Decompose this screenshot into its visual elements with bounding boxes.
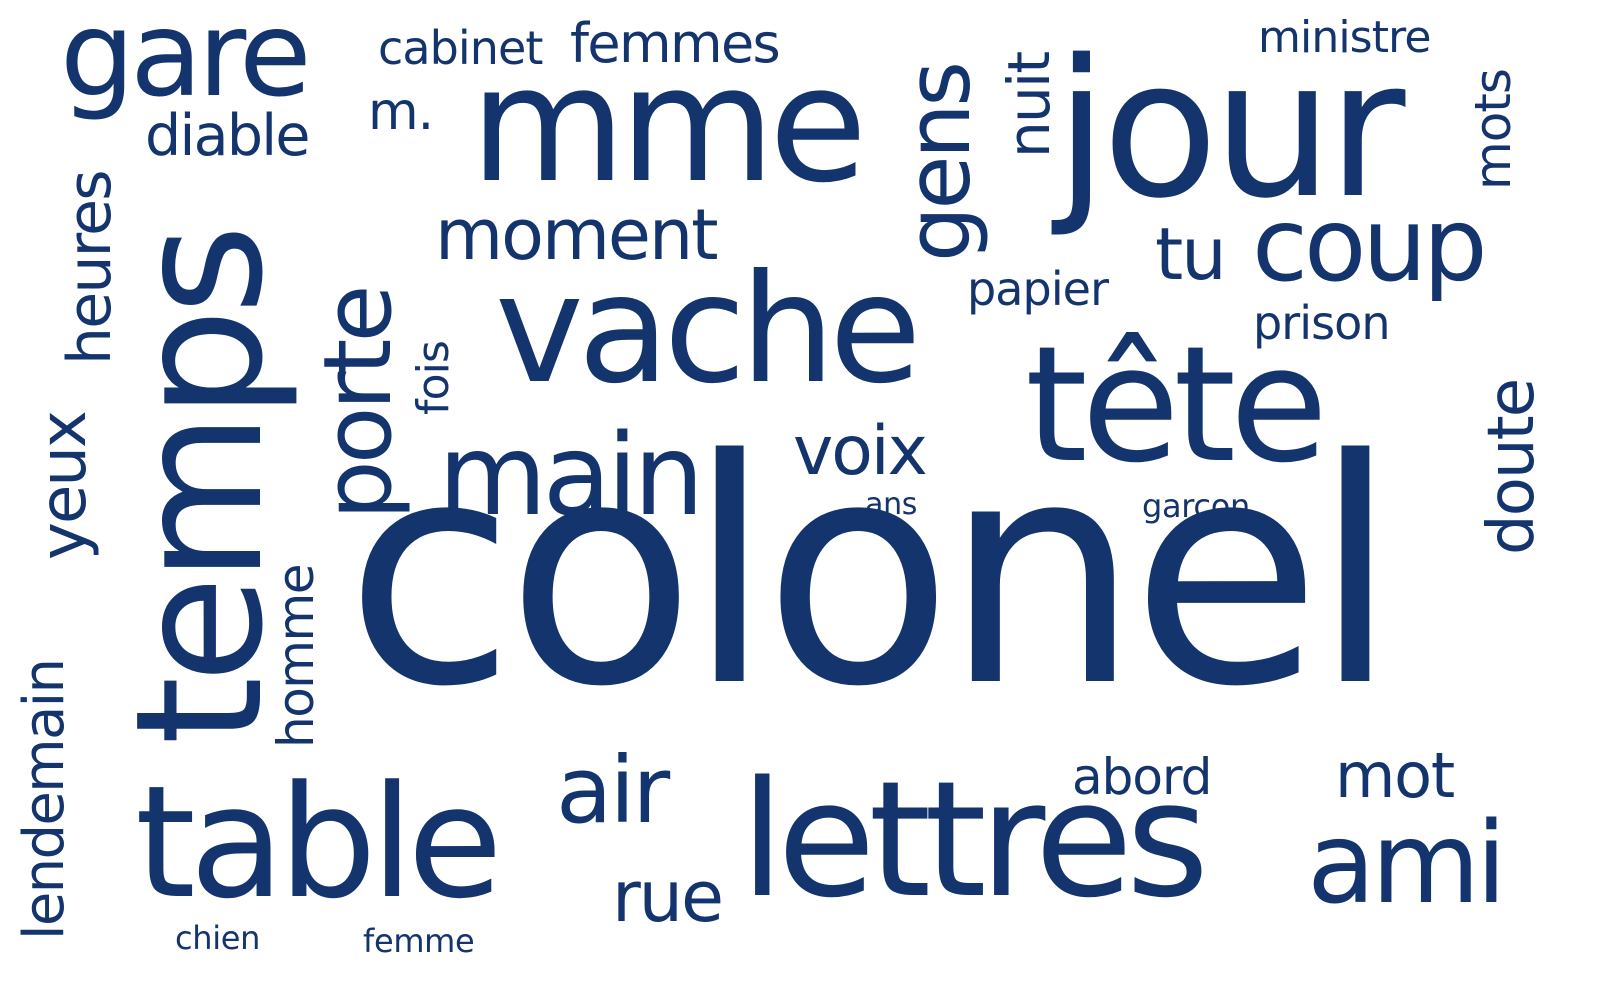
word-mme: mme: [470, 31, 867, 218]
word-yeux: yeux: [27, 411, 101, 560]
word-homme: homme: [267, 565, 325, 748]
word-tu: tu: [1155, 212, 1227, 296]
word-ministre: ministre: [1258, 12, 1431, 63]
word-jour: jour: [1055, 19, 1405, 240]
word-gare: gare: [60, 0, 312, 123]
word-gens: gens: [887, 64, 990, 262]
word-diable: diable: [145, 103, 310, 169]
word-moment: moment: [435, 194, 719, 276]
word-temps: temps: [99, 230, 302, 745]
word-porte: porte: [304, 288, 413, 520]
word-voix: voix: [793, 412, 928, 491]
word-coup: coup: [1252, 186, 1488, 305]
word-ans: ans: [865, 487, 918, 522]
word-chien: chien: [175, 919, 261, 957]
word-table: table: [135, 752, 503, 933]
word-doute: doute: [1475, 379, 1549, 555]
word-cabinet: cabinet: [378, 21, 543, 75]
word-ami: ami: [1307, 799, 1507, 929]
word-vache: vache: [495, 243, 922, 417]
word-colonel: colonel: [345, 394, 1398, 755]
word-garcon: garçon: [1142, 487, 1250, 525]
word-prison: prison: [1253, 296, 1391, 350]
word-air: air: [556, 737, 670, 844]
word-fois: fois: [408, 340, 459, 415]
word-lendemain: lendemain: [12, 659, 77, 940]
word-main: main: [438, 411, 704, 541]
word-femmes: femmes: [570, 12, 781, 75]
word-mot: mot: [1335, 739, 1455, 812]
word-abord: abord: [1072, 748, 1212, 806]
word-heures: heures: [55, 171, 125, 365]
word-rue: rue: [612, 856, 724, 938]
word-m: m.: [368, 82, 434, 142]
word-mots: mots: [1464, 69, 1522, 190]
word-lettres: lettres: [740, 746, 1209, 933]
word-papier: papier: [967, 262, 1109, 316]
word-nuit: nuit: [995, 52, 1063, 158]
word-tete: tête: [1025, 311, 1328, 498]
word-femme: femme: [363, 922, 475, 960]
